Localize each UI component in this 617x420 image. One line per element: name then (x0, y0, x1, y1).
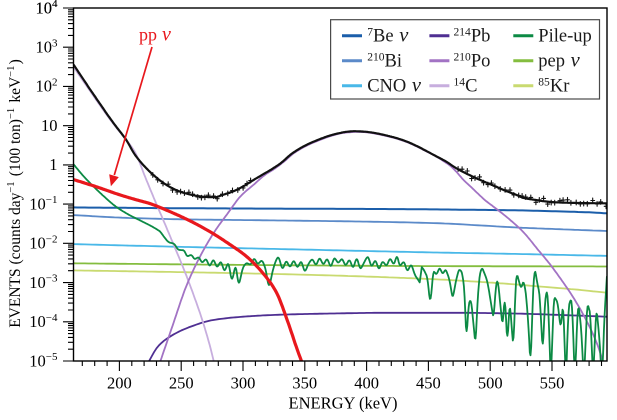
svg-text:Pile-up: Pile-up (538, 27, 591, 47)
svg-text:pep ν: pep ν (538, 50, 580, 72)
svg-text:7 Be ν: 7 Be ν (367, 25, 409, 47)
svg-text:500: 500 (478, 374, 503, 393)
svg-text:400: 400 (354, 374, 379, 393)
svg-text:EVENTS (counts day−1 (100 ton: EVENTS (counts day−1 (100 ton)−1 keV−1 ) (6, 59, 24, 328)
svg-text:550: 550 (540, 374, 565, 393)
svg-text:1: 1 (49, 155, 57, 174)
svg-text:300: 300 (231, 374, 256, 393)
svg-text:CNO ν: CNO ν (367, 75, 422, 97)
svg-text:450: 450 (416, 374, 441, 393)
svg-text:250: 250 (169, 374, 194, 393)
svg-text:350: 350 (292, 374, 317, 393)
svg-text:ENERGY (keV): ENERGY (keV) (289, 394, 398, 413)
svg-text:10: 10 (41, 116, 58, 135)
svg-text:200: 200 (107, 374, 132, 393)
svg-text:pp ν: pp ν (139, 24, 171, 46)
